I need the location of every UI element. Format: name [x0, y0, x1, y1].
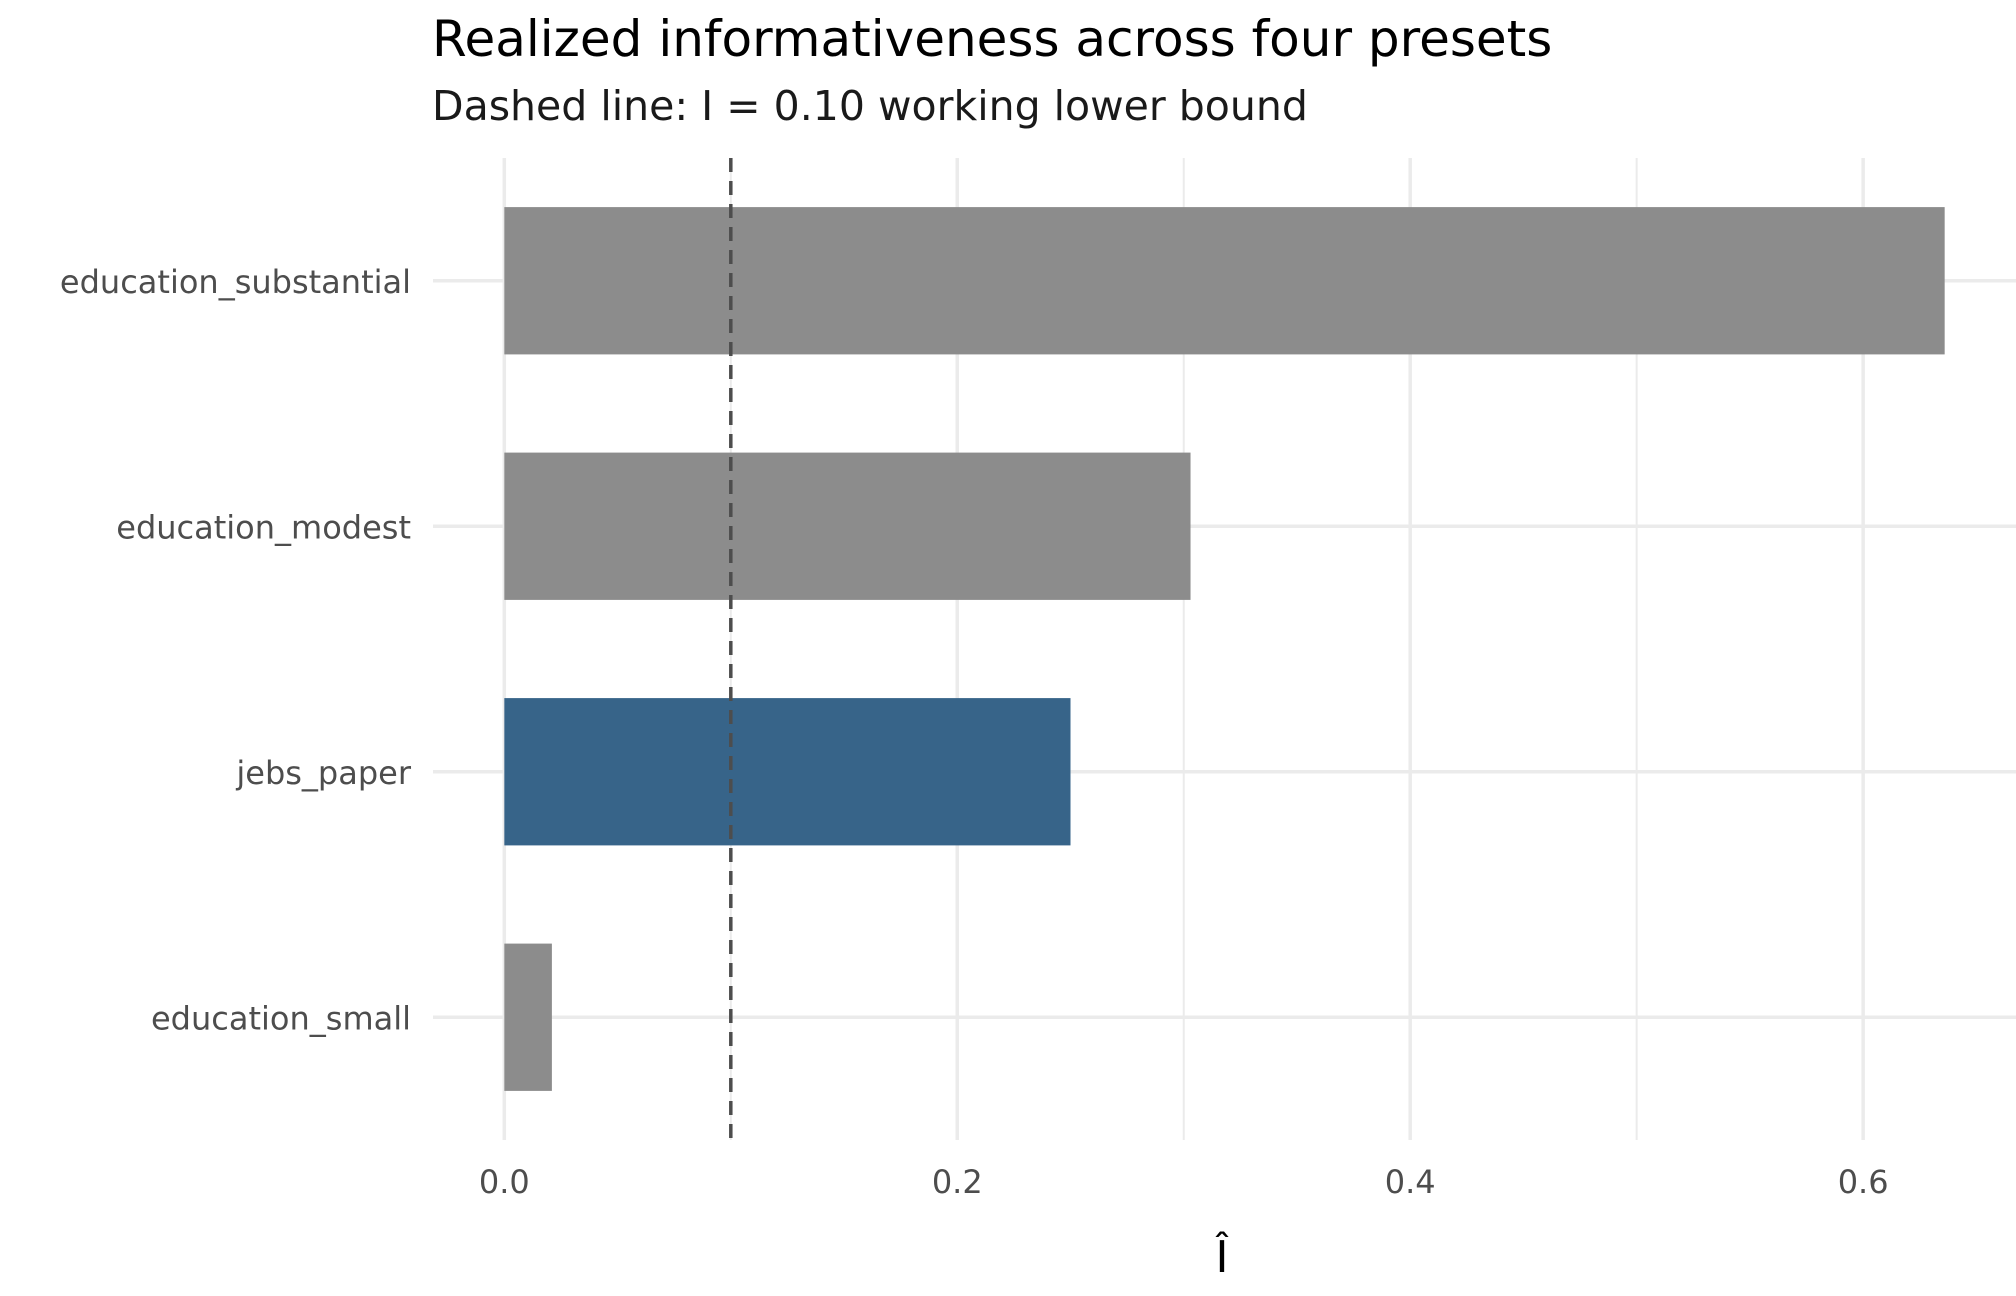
y-tick-label: education_modest [116, 508, 411, 546]
x-tick-label: 0.0 [479, 1163, 530, 1201]
y-tick-label: jebs_paper [235, 754, 411, 792]
x-tick-label: 0.2 [932, 1163, 983, 1201]
chart-title: Realized informativeness across four pre… [432, 10, 1553, 68]
x-tick-labels: 0.0 0.2 0.4 0.6 [479, 1163, 1889, 1201]
y-tick-label: education_small [151, 999, 411, 1037]
y-tick-label: education_substantial [60, 263, 411, 301]
x-axis-title: Î [1215, 1230, 1230, 1283]
bar-education-modest [504, 452, 1191, 600]
bars [504, 207, 1945, 1091]
x-tick-label: 0.4 [1385, 1163, 1436, 1201]
bar-education-substantial [504, 207, 1945, 355]
bar-jebs-paper [504, 698, 1071, 846]
x-tick-label: 0.6 [1838, 1163, 1889, 1201]
bar-education-small [504, 943, 552, 1091]
y-tick-labels: education_substantial education_modestjeb… [60, 263, 412, 1038]
chart-subtitle: Dashed line: I = 0.10 working lower boun… [432, 82, 1308, 130]
